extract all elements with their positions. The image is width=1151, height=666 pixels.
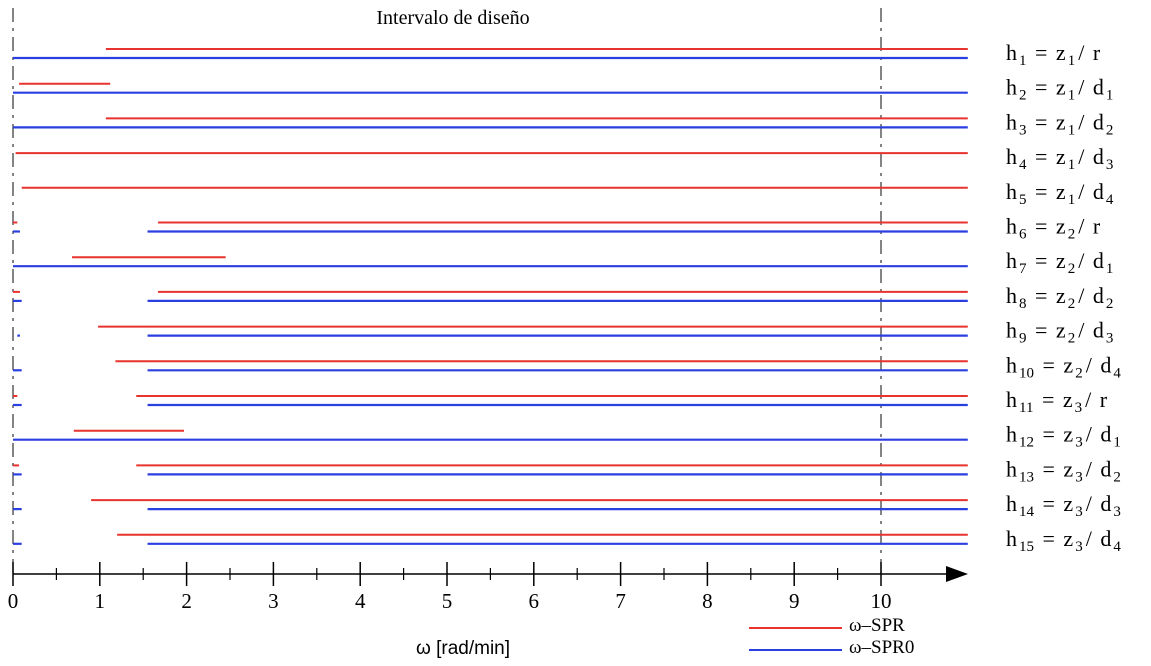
x-tick-label-1: 1 bbox=[95, 589, 106, 613]
x-axis-arrow bbox=[946, 566, 968, 582]
row-label-11: h 11 = z 3/ r bbox=[1006, 387, 1108, 416]
x-tick-label-6: 6 bbox=[529, 589, 540, 613]
x-tick-label-5: 5 bbox=[442, 589, 453, 613]
x-tick-label-7: 7 bbox=[615, 589, 626, 613]
x-tick-label-8: 8 bbox=[702, 589, 713, 613]
x-tick-label-2: 2 bbox=[181, 589, 192, 613]
x-axis-label: ω [rad/min] bbox=[416, 638, 510, 659]
chart-title: Intervalo de diseño bbox=[376, 7, 529, 29]
legend-label-1: ω–SPR0 bbox=[849, 637, 914, 658]
x-tick-label-4: 4 bbox=[355, 589, 366, 613]
legend-label-0: ω–SPR bbox=[849, 615, 905, 636]
x-tick-label-10: 10 bbox=[871, 589, 892, 613]
x-tick-label-0: 0 bbox=[8, 589, 19, 613]
x-tick-label-9: 9 bbox=[789, 589, 800, 613]
x-tick-label-3: 3 bbox=[268, 589, 279, 613]
